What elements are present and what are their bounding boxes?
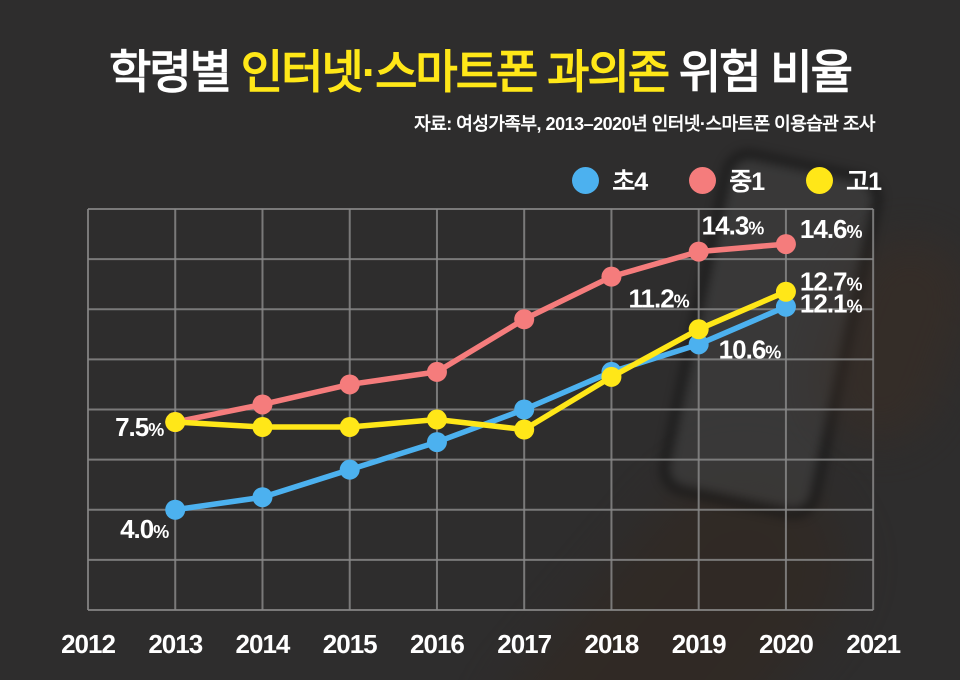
series-line-1 [172, 241, 789, 425]
x-axis-label: 2013 [148, 629, 202, 659]
legend-dot-blue-icon [572, 166, 600, 194]
data-point-1 [688, 241, 709, 262]
point-label: 14.3% [702, 211, 765, 241]
data-point-2 [339, 417, 360, 438]
legend-item-elementary4: 초4 [572, 162, 648, 198]
data-point-1 [339, 374, 360, 395]
point-label: 7.5% [115, 412, 164, 442]
data-point-0 [165, 499, 186, 520]
point-label: 14.6% [800, 214, 863, 244]
page-title: 학령별 인터넷·스마트폰 과의존 위험 비율 [0, 36, 960, 102]
data-point-1 [252, 394, 273, 415]
point-label: 10.6% [719, 334, 782, 364]
data-point-0 [775, 296, 796, 317]
title-suffix: 위험 비율 [668, 46, 853, 98]
data-point-0 [426, 432, 447, 453]
title-highlight: 인터넷·스마트폰 과의존 [240, 46, 670, 98]
legend-label: 중1 [729, 168, 765, 196]
data-point-2 [688, 319, 709, 340]
point-label: 11.2% [628, 283, 689, 313]
x-axis-label: 2020 [759, 629, 813, 659]
data-point-2 [775, 281, 796, 302]
data-point-0 [688, 334, 709, 355]
data-point-1 [775, 234, 796, 255]
source-caption: 자료: 여성가족부, 2013–2020년 인터넷·스마트폰 이용습관 조사 [414, 114, 875, 134]
x-axis-label: 2014 [236, 629, 291, 659]
point-label: 12.1% [800, 289, 863, 319]
data-point-2 [252, 417, 273, 438]
x-axis-label: 2017 [497, 629, 551, 659]
data-point-2 [426, 409, 447, 430]
data-point-2 [514, 419, 535, 440]
title-prefix: 학령별 [109, 46, 241, 98]
data-point-0 [339, 459, 360, 480]
series-line-2 [172, 288, 789, 433]
x-axis-label: 2016 [410, 629, 464, 659]
legend-dot-yellow-icon [806, 166, 834, 194]
legend-label: 고1 [846, 168, 882, 196]
legend-dot-red-icon [689, 166, 717, 194]
data-point-0 [514, 399, 535, 420]
x-axis-label: 2019 [672, 629, 726, 659]
data-point-2 [165, 412, 186, 433]
x-axis-label: 2012 [61, 629, 115, 659]
data-point-1 [426, 361, 447, 382]
point-label: 4.0% [120, 514, 169, 544]
legend-label: 초4 [612, 168, 648, 196]
x-axis-label: 2018 [585, 629, 639, 659]
point-label: 12.7% [800, 267, 863, 297]
data-point-1 [514, 309, 535, 330]
legend-item-middle1: 중1 [689, 162, 765, 198]
x-axis-label: 2021 [846, 629, 900, 659]
data-point-2 [601, 366, 622, 387]
data-point-1 [601, 266, 622, 287]
legend-item-high1: 고1 [806, 162, 882, 198]
legend: 초4 중1 고1 [572, 162, 882, 198]
data-point-0 [252, 487, 273, 508]
x-axis-label: 2015 [323, 629, 377, 659]
